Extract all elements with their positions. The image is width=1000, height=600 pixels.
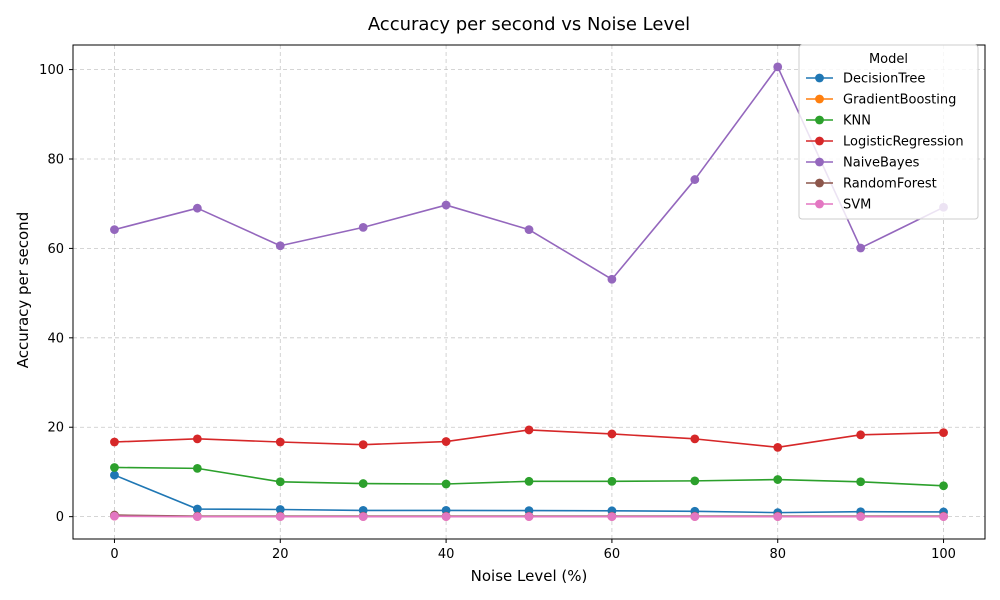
legend-item-randomforest: RandomForest: [806, 177, 937, 192]
x-tick-label: 40: [438, 547, 455, 562]
legend-swatch-marker: [815, 178, 824, 188]
data-point-svm: [524, 512, 534, 522]
data-point-knn: [939, 481, 948, 491]
data-point-logisticregression: [441, 437, 451, 446]
data-point-svm: [856, 512, 866, 522]
x-tick-label: 20: [272, 547, 289, 562]
x-axis-title: Noise Level (%): [471, 567, 588, 585]
legend-item-decisiontree: DecisionTree: [806, 72, 925, 87]
data-point-logisticregression: [773, 442, 783, 452]
series-logisticregression: [110, 425, 948, 452]
axis-ticks: 0 20 40 60 80 100 0 20 40 60 80 100: [39, 63, 956, 562]
data-point-svm: [110, 511, 119, 521]
legend-label: SVM: [843, 198, 871, 213]
data-point-logisticregression: [607, 429, 617, 439]
data-point-logisticregression: [939, 428, 948, 437]
legend-title: Model: [869, 52, 908, 67]
legend-label: LogisticRegression: [843, 135, 964, 150]
y-axis-title: Accuracy per second: [14, 212, 32, 368]
chart-title: Accuracy per second vs Noise Level: [368, 14, 690, 35]
data-point-knn: [110, 463, 119, 472]
data-point-knn: [524, 476, 534, 486]
legend-label: DecisionTree: [843, 72, 925, 87]
data-point-naivebayes: [856, 243, 866, 253]
data-point-naivebayes: [275, 241, 285, 251]
y-tick-label: 60: [47, 242, 64, 257]
y-tick-label: 20: [47, 421, 64, 436]
data-point-svm: [192, 512, 202, 522]
legend-swatch-marker: [815, 199, 824, 209]
legend-label: RandomForest: [843, 177, 937, 192]
data-point-logisticregression: [524, 425, 534, 435]
data-point-logisticregression: [110, 437, 119, 447]
legend-swatch-marker: [815, 157, 824, 167]
y-tick-label: 0: [56, 510, 64, 525]
data-point-svm: [358, 512, 368, 522]
legend-item-gradientboosting: GradientBoosting: [806, 93, 956, 108]
data-point-naivebayes: [607, 274, 617, 284]
data-point-knn: [358, 479, 368, 488]
data-point-logisticregression: [856, 430, 866, 440]
legend: Model DecisionTree GradientBoosting KNN Logi…: [798, 44, 979, 220]
data-point-svm: [607, 512, 617, 522]
legend-item-logisticregression: LogisticRegression: [806, 135, 964, 150]
data-point-decisiontree: [192, 504, 202, 514]
legend-swatch-marker: [815, 73, 824, 83]
legend-label: NaiveBayes: [843, 156, 920, 171]
data-point-logisticregression: [358, 440, 368, 450]
data-point-knn: [773, 475, 783, 484]
y-tick-label: 80: [47, 153, 64, 168]
data-point-naivebayes: [690, 175, 700, 184]
x-tick-label: 100: [931, 547, 956, 562]
plot-frame: [72, 44, 986, 540]
data-point-svm: [441, 512, 451, 522]
data-point-svm: [939, 512, 948, 522]
data-point-svm: [690, 512, 700, 522]
data-point-naivebayes: [773, 62, 783, 72]
legend-swatch-marker: [815, 136, 824, 146]
legend-swatch-marker: [815, 115, 824, 125]
data-point-naivebayes: [441, 200, 451, 210]
legend-item-knn: KNN: [806, 114, 871, 129]
data-point-knn: [192, 463, 202, 473]
x-tick-label: 60: [604, 547, 621, 562]
data-point-naivebayes: [110, 225, 119, 235]
legend-box: [798, 44, 979, 220]
data-point-knn: [607, 476, 617, 486]
data-point-knn: [441, 479, 451, 489]
data-point-logisticregression: [192, 434, 202, 444]
data-point-knn: [690, 476, 700, 486]
data-point-naivebayes: [524, 225, 534, 235]
legend-item-svm: SVM: [806, 198, 871, 213]
data-point-logisticregression: [690, 434, 700, 444]
data-point-logisticregression: [275, 437, 285, 447]
legend-label: GradientBoosting: [843, 93, 956, 108]
legend-label: KNN: [843, 114, 871, 129]
data-point-naivebayes: [358, 223, 368, 232]
series-knn: [110, 463, 948, 491]
x-tick-label: 0: [110, 547, 118, 562]
y-tick-label: 100: [39, 63, 64, 78]
x-tick-label: 80: [769, 547, 786, 562]
data-point-svm: [773, 512, 783, 522]
legend-item-naivebayes: NaiveBayes: [806, 156, 920, 171]
data-point-decisiontree: [275, 505, 285, 514]
y-tick-label: 40: [47, 331, 64, 346]
legend-swatch-marker: [815, 94, 824, 104]
data-point-svm: [275, 512, 285, 522]
data-point-knn: [856, 477, 866, 487]
data-point-decisiontree: [110, 470, 119, 480]
data-point-naivebayes: [192, 203, 202, 213]
data-point-knn: [275, 477, 285, 487]
series-svm: [110, 511, 948, 522]
